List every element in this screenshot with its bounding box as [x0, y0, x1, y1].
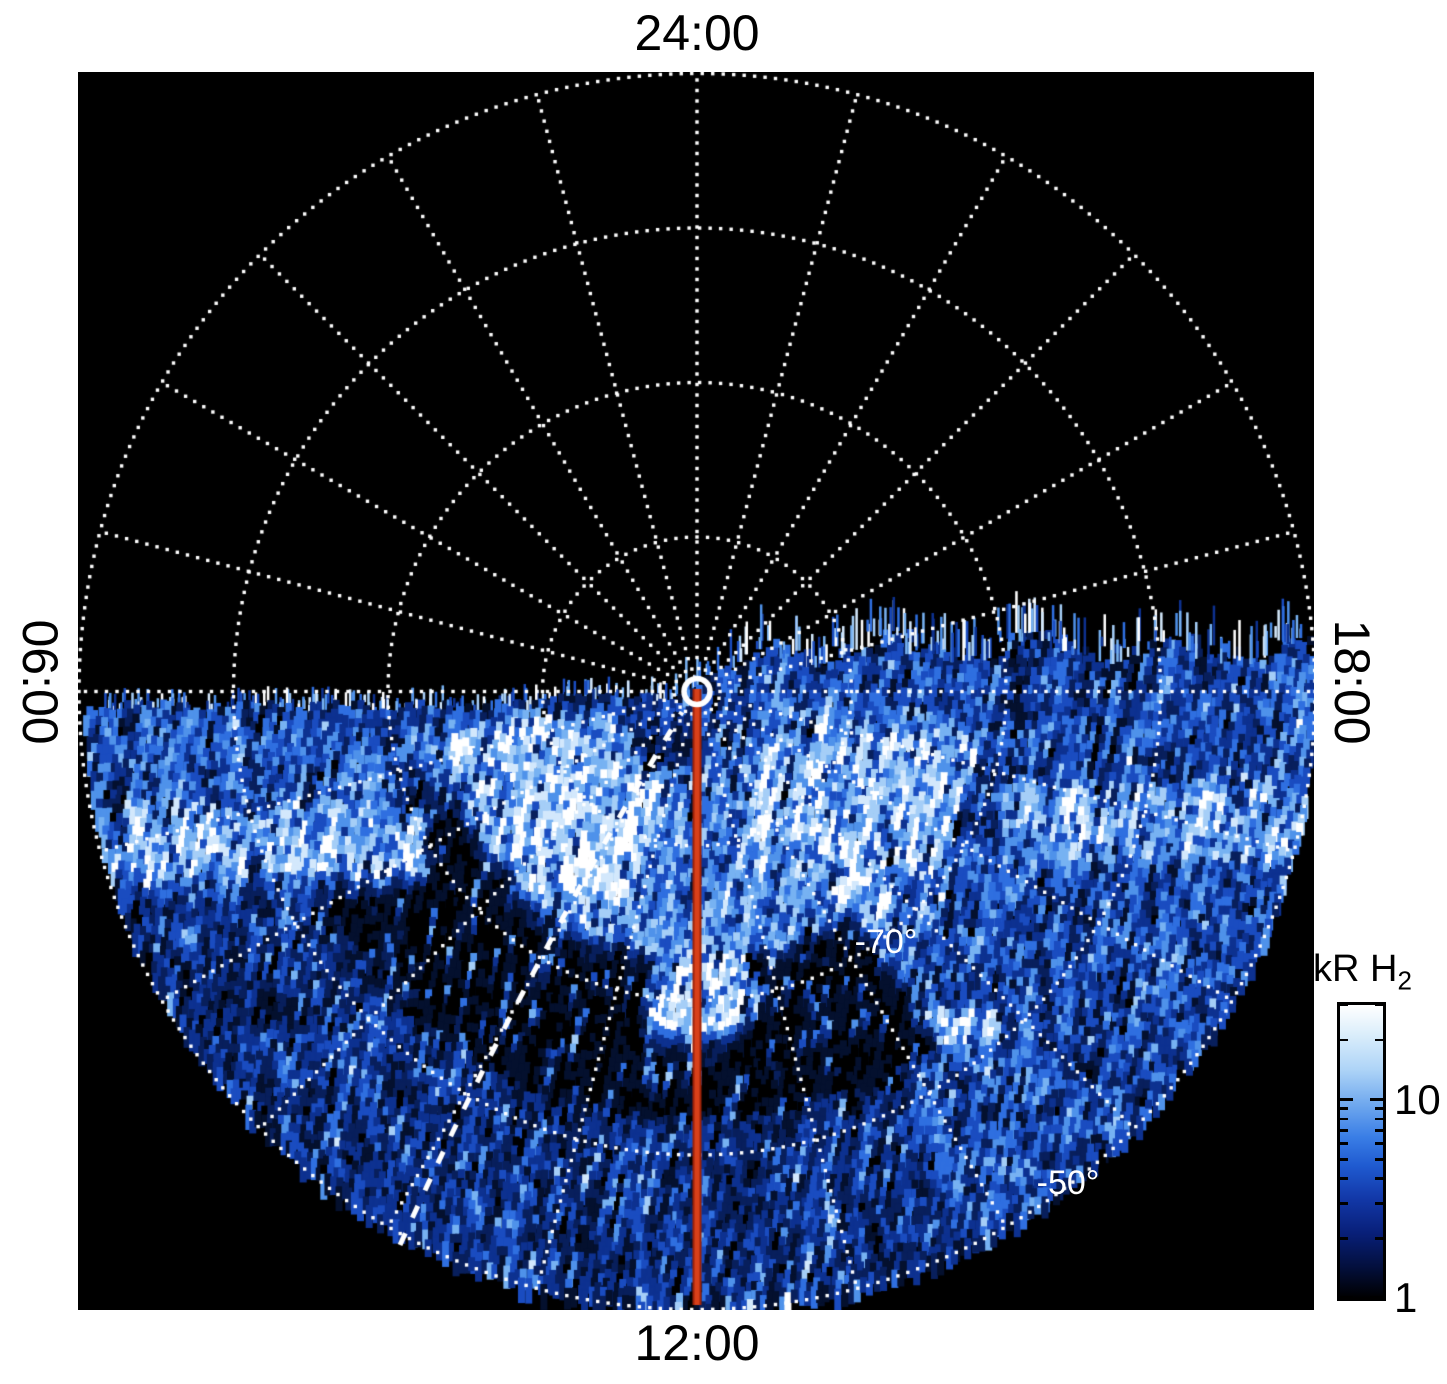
colorbar-minor-tick — [1375, 1117, 1383, 1121]
colorbar-title: kR H2 — [1313, 948, 1412, 997]
colorbar-major-tick — [1370, 1296, 1383, 1300]
latitude-gridline-label: -50° — [1036, 1164, 1100, 1202]
colorbar-minor-tick — [1340, 1117, 1348, 1121]
colorbar-gradient — [1340, 1005, 1383, 1298]
colorbar-minor-tick — [1340, 1003, 1348, 1007]
colorbar-minor-tick — [1340, 1236, 1348, 1240]
colorbar-frame — [1337, 1002, 1386, 1301]
local-time-label-24: 24:00 — [634, 5, 760, 61]
colorbar-major-tick — [1340, 1296, 1353, 1300]
polar-emission-canvas — [78, 72, 1314, 1310]
colorbar-minor-tick — [1340, 1202, 1348, 1205]
colorbar-major-tick — [1340, 1098, 1353, 1102]
colorbar-minor-tick — [1340, 1142, 1348, 1145]
colorbar-minor-tick — [1375, 1107, 1383, 1110]
colorbar-minor-tick — [1375, 1003, 1383, 1007]
colorbar-minor-tick — [1375, 1236, 1383, 1240]
colorbar-minor-tick — [1375, 1142, 1383, 1145]
colorbar-minor-tick — [1375, 1038, 1383, 1042]
colorbar-minor-tick — [1375, 1202, 1383, 1205]
colorbar: 1 10 — [1337, 1002, 1441, 1321]
latitude-gridline-label: -70° — [854, 923, 918, 961]
colorbar-minor-tick — [1340, 1158, 1348, 1161]
local-time-label-06: 06:00 — [12, 619, 68, 745]
colorbar-tick-label: 10 — [1394, 1075, 1441, 1123]
local-time-label-12: 12:00 — [634, 1315, 760, 1371]
colorbar-minor-tick — [1340, 1107, 1348, 1110]
colorbar-title-main: kR H — [1313, 948, 1398, 990]
colorbar-minor-tick — [1375, 1129, 1383, 1132]
colorbar-minor-tick — [1375, 1177, 1383, 1180]
colorbar-minor-tick — [1375, 1158, 1383, 1161]
colorbar-minor-tick — [1340, 1038, 1348, 1042]
colorbar-major-tick — [1370, 1098, 1383, 1102]
colorbar-title-sub: 2 — [1397, 965, 1412, 996]
colorbar-minor-tick — [1340, 1177, 1348, 1180]
colorbar-tick-label: 1 — [1394, 1274, 1418, 1321]
polar-plot-area: -70° -50° — [78, 72, 1314, 1310]
colorbar-minor-tick — [1340, 1129, 1348, 1132]
local-time-label-18: 18:00 — [1324, 619, 1380, 745]
